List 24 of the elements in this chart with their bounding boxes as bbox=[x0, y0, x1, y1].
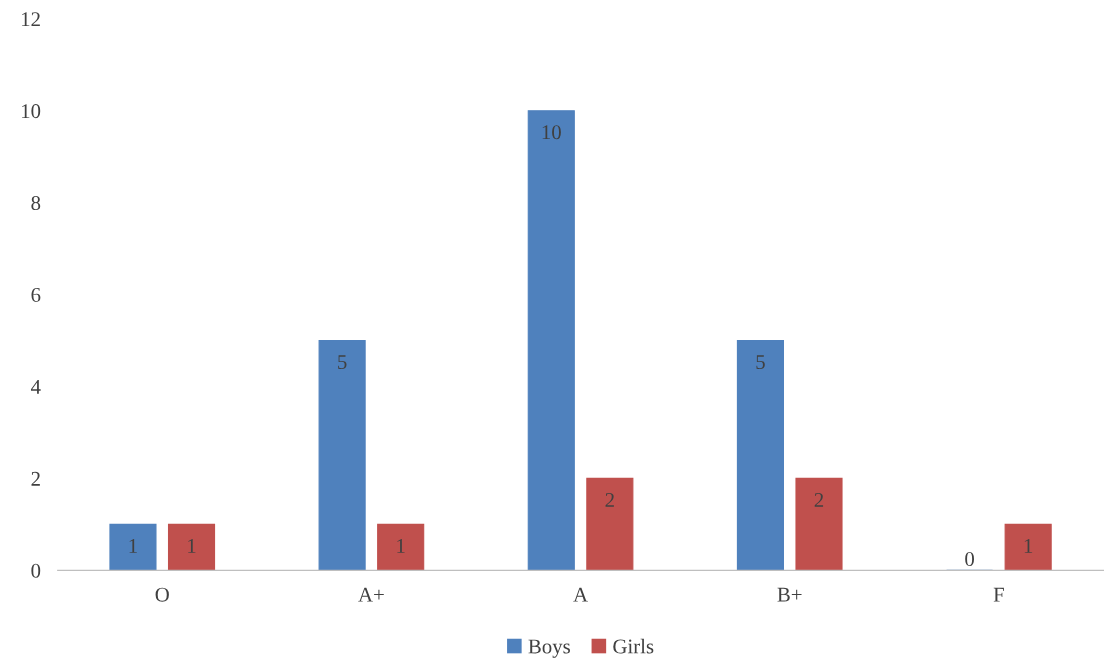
data-label: 5 bbox=[756, 355, 765, 370]
data-label: 1 bbox=[1024, 538, 1033, 553]
data-label: 2 bbox=[605, 492, 614, 507]
data-label: 1 bbox=[397, 538, 405, 553]
x-tick-label: A+ bbox=[358, 587, 384, 602]
data-label: 0 bbox=[965, 552, 975, 567]
y-tick-label: 6 bbox=[31, 288, 41, 302]
y-tick-label: 8 bbox=[31, 196, 41, 211]
x-tick-label: F bbox=[993, 587, 1004, 602]
x-tick-label: B+ bbox=[777, 587, 802, 602]
y-tick-label: 2 bbox=[31, 471, 40, 486]
data-label: 1 bbox=[129, 538, 137, 553]
y-tick-label: 0 bbox=[31, 563, 41, 578]
legend-label: Girls bbox=[613, 638, 654, 654]
data-label: 2 bbox=[814, 492, 824, 507]
y-tick-label: 12 bbox=[22, 12, 40, 27]
x-tick-label: O bbox=[155, 587, 169, 602]
legend-label: Boys bbox=[528, 639, 570, 658]
y-tick-label: 4 bbox=[30, 380, 41, 394]
data-label: 5 bbox=[338, 355, 347, 370]
data-label: 1 bbox=[188, 538, 196, 553]
data-label: 10 bbox=[542, 125, 561, 140]
x-tick-label: A bbox=[573, 587, 588, 602]
y-tick-label: 10 bbox=[22, 104, 41, 119]
